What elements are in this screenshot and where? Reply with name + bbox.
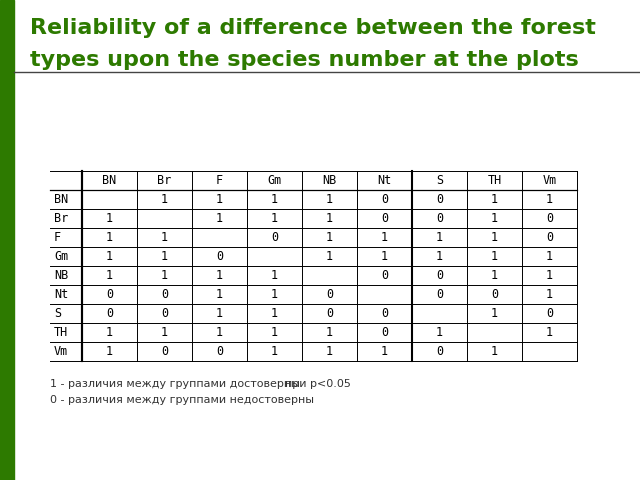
Text: Vm: Vm bbox=[54, 345, 68, 358]
Text: 1: 1 bbox=[271, 269, 278, 282]
Text: 1: 1 bbox=[271, 345, 278, 358]
Text: 1: 1 bbox=[491, 193, 498, 206]
Text: TH: TH bbox=[54, 326, 68, 339]
Text: 1: 1 bbox=[491, 231, 498, 244]
Text: 1: 1 bbox=[216, 288, 223, 301]
Text: 1: 1 bbox=[436, 326, 443, 339]
Text: 1: 1 bbox=[216, 307, 223, 320]
Text: 1: 1 bbox=[381, 345, 388, 358]
Text: 1: 1 bbox=[161, 326, 168, 339]
Text: 1: 1 bbox=[161, 193, 168, 206]
Text: 1: 1 bbox=[436, 231, 443, 244]
Text: 1: 1 bbox=[546, 250, 553, 263]
Text: 1: 1 bbox=[106, 326, 113, 339]
Text: 1: 1 bbox=[271, 212, 278, 225]
Text: 1: 1 bbox=[436, 250, 443, 263]
Text: 1: 1 bbox=[106, 231, 113, 244]
Text: 0: 0 bbox=[546, 212, 553, 225]
Text: 1: 1 bbox=[326, 193, 333, 206]
Text: 0: 0 bbox=[381, 193, 388, 206]
Text: 0: 0 bbox=[326, 307, 333, 320]
Text: 1: 1 bbox=[491, 269, 498, 282]
Text: NB: NB bbox=[54, 269, 68, 282]
Text: 0 - различия между группами недостоверны: 0 - различия между группами недостоверны bbox=[50, 395, 314, 405]
Text: 1: 1 bbox=[106, 269, 113, 282]
Text: S: S bbox=[54, 307, 61, 320]
Text: 1: 1 bbox=[106, 250, 113, 263]
Text: types upon the species number at the plots: types upon the species number at the plo… bbox=[30, 50, 579, 70]
Text: 0: 0 bbox=[216, 250, 223, 263]
Text: Vm: Vm bbox=[542, 174, 557, 187]
Text: 1: 1 bbox=[326, 231, 333, 244]
Text: Nt: Nt bbox=[378, 174, 392, 187]
Text: 1: 1 bbox=[381, 231, 388, 244]
Text: 1: 1 bbox=[326, 345, 333, 358]
Text: 1: 1 bbox=[381, 250, 388, 263]
Text: 0: 0 bbox=[326, 288, 333, 301]
Text: 1: 1 bbox=[216, 212, 223, 225]
Text: 1: 1 bbox=[546, 193, 553, 206]
Bar bbox=[0, 0, 14, 480]
Text: TH: TH bbox=[488, 174, 502, 187]
Text: 1: 1 bbox=[216, 269, 223, 282]
Text: 1: 1 bbox=[326, 326, 333, 339]
Text: 1: 1 bbox=[546, 269, 553, 282]
Text: Gm: Gm bbox=[54, 250, 68, 263]
Text: 0: 0 bbox=[436, 288, 443, 301]
Text: 0: 0 bbox=[106, 288, 113, 301]
Text: 0: 0 bbox=[216, 345, 223, 358]
Text: 0: 0 bbox=[436, 193, 443, 206]
Text: 0: 0 bbox=[546, 231, 553, 244]
Text: 1: 1 bbox=[491, 212, 498, 225]
Text: Reliability of a difference between the forest: Reliability of a difference between the … bbox=[30, 18, 596, 38]
Text: 1: 1 bbox=[216, 326, 223, 339]
Text: F: F bbox=[216, 174, 223, 187]
Text: F: F bbox=[54, 231, 61, 244]
Text: 0: 0 bbox=[381, 212, 388, 225]
Text: 1: 1 bbox=[271, 326, 278, 339]
Text: 0: 0 bbox=[161, 345, 168, 358]
Text: при p<0.05: при p<0.05 bbox=[285, 379, 351, 389]
Text: 1: 1 bbox=[161, 231, 168, 244]
Text: 0: 0 bbox=[161, 307, 168, 320]
Text: 0: 0 bbox=[106, 307, 113, 320]
Text: 0: 0 bbox=[436, 212, 443, 225]
Text: 1: 1 bbox=[271, 307, 278, 320]
Text: Br: Br bbox=[157, 174, 172, 187]
Text: 1: 1 bbox=[271, 288, 278, 301]
Text: 1: 1 bbox=[216, 193, 223, 206]
Text: 0: 0 bbox=[436, 269, 443, 282]
Text: 0: 0 bbox=[436, 345, 443, 358]
Text: 1: 1 bbox=[271, 193, 278, 206]
Text: 1: 1 bbox=[326, 212, 333, 225]
Text: 0: 0 bbox=[381, 326, 388, 339]
Text: BN: BN bbox=[54, 193, 68, 206]
Text: 0: 0 bbox=[381, 269, 388, 282]
Text: BN: BN bbox=[102, 174, 116, 187]
Text: 1: 1 bbox=[491, 250, 498, 263]
Text: Gm: Gm bbox=[268, 174, 282, 187]
Text: 0: 0 bbox=[161, 288, 168, 301]
Text: Br: Br bbox=[54, 212, 68, 225]
Text: 1: 1 bbox=[491, 307, 498, 320]
Text: 1: 1 bbox=[106, 212, 113, 225]
Text: Nt: Nt bbox=[54, 288, 68, 301]
Text: 0: 0 bbox=[491, 288, 498, 301]
Text: 1 - различия между группами достоверны: 1 - различия между группами достоверны bbox=[50, 379, 300, 389]
Text: 0: 0 bbox=[381, 307, 388, 320]
Text: 1: 1 bbox=[546, 326, 553, 339]
Text: S: S bbox=[436, 174, 443, 187]
Text: 1: 1 bbox=[161, 250, 168, 263]
Text: 0: 0 bbox=[546, 307, 553, 320]
Text: 1: 1 bbox=[106, 345, 113, 358]
Text: 1: 1 bbox=[326, 250, 333, 263]
Text: 0: 0 bbox=[271, 231, 278, 244]
Text: 1: 1 bbox=[491, 345, 498, 358]
Text: NB: NB bbox=[323, 174, 337, 187]
Text: 1: 1 bbox=[161, 269, 168, 282]
Text: 1: 1 bbox=[546, 288, 553, 301]
